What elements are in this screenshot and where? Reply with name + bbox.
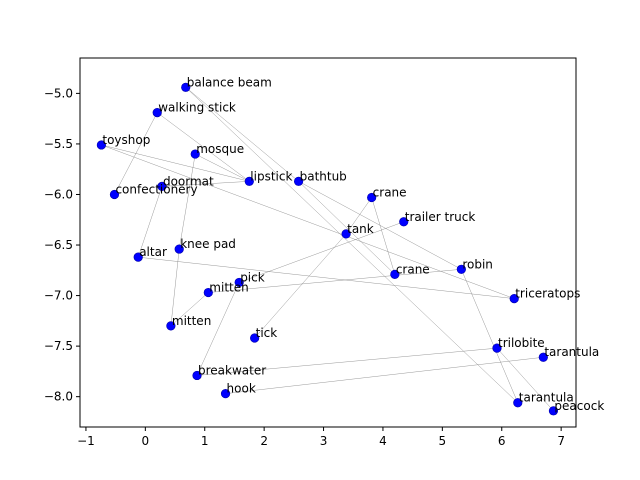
edge-line [239, 221, 404, 283]
point-label: balance beam [187, 75, 272, 89]
edge-line [170, 292, 209, 327]
data-point [96, 140, 106, 150]
data-point [456, 264, 466, 274]
y-tick-label: −5.0 [44, 86, 73, 100]
x-tick-label: 2 [260, 434, 268, 448]
data-point [133, 252, 143, 262]
edge-line [371, 197, 396, 275]
data-point [152, 107, 162, 118]
x-tick-label: 0 [142, 434, 150, 448]
point-label: robin [462, 257, 493, 271]
data-point [192, 370, 202, 381]
y-tick-label: −6.5 [44, 238, 73, 252]
data-point [492, 343, 502, 353]
point-label: tarantula [519, 391, 574, 405]
data-point [244, 176, 254, 186]
point-label: crane [396, 262, 430, 276]
x-tick-label: 6 [498, 434, 506, 448]
point-label: bathtub [300, 169, 347, 183]
point-label: tick [256, 326, 278, 340]
data-point [250, 333, 260, 343]
data-point [220, 389, 231, 399]
edge-line [225, 356, 544, 394]
data-point [548, 406, 559, 416]
data-point [157, 181, 167, 191]
data-point [293, 176, 304, 186]
point-label: crane [373, 186, 407, 200]
point-label: mitten [172, 314, 211, 328]
edge-line [208, 269, 462, 293]
point-label: toyshop [102, 133, 150, 147]
data-point [538, 352, 548, 362]
point-label: lipstick [250, 169, 292, 183]
y-tick-label: −7.0 [44, 289, 73, 303]
edges-layer [101, 87, 554, 411]
edge-line [157, 112, 250, 182]
data-point [181, 82, 191, 92]
edge-line [185, 87, 299, 182]
points-layer [96, 82, 559, 416]
point-label: breakwater [198, 363, 266, 377]
edge-line [298, 181, 396, 275]
edge-line [137, 186, 163, 258]
x-tick-label: −1 [77, 434, 95, 448]
point-label: walking stick [158, 101, 236, 115]
point-label: mitten [209, 281, 248, 295]
y-tick-label: −8.0 [44, 390, 73, 404]
x-axis: −1 0 1 2 3 4 5 6 7 [77, 427, 565, 448]
y-tick-label: −5.5 [44, 137, 73, 151]
y-tick-label: −7.5 [44, 339, 73, 353]
x-tick-label: 5 [439, 434, 447, 448]
point-label: pick [240, 270, 265, 284]
edge-line [178, 153, 196, 250]
edge-line [138, 256, 515, 299]
point-label: trilobite [498, 336, 545, 350]
point-label: triceratops [515, 287, 580, 301]
edge-line [185, 87, 518, 403]
x-tick-label: 1 [201, 434, 209, 448]
data-point [166, 321, 176, 331]
plot-area-frame [79, 57, 577, 428]
edge-line [345, 197, 372, 235]
point-label: tarantula [544, 345, 599, 359]
data-point [513, 398, 523, 408]
edge-line [196, 347, 498, 376]
y-tick-label: −6.0 [44, 187, 73, 201]
edge-line [170, 249, 180, 326]
data-point [390, 269, 400, 279]
point-label: hook [227, 382, 256, 396]
edge-line [195, 153, 250, 182]
point-label: tank [347, 222, 374, 236]
data-point [203, 287, 213, 298]
x-tick-label: 3 [320, 434, 328, 448]
edge-line [161, 181, 250, 187]
data-point [174, 244, 184, 254]
data-point [234, 277, 244, 288]
point-label: confectionery [115, 182, 197, 196]
point-label: peacock [554, 399, 604, 413]
labels-layer: balance beam walking stick toyshop mosque do… [102, 75, 604, 413]
edge-line [254, 233, 347, 339]
data-point [109, 189, 120, 200]
data-point [509, 294, 519, 304]
edge-line [101, 144, 515, 299]
edge-line [196, 282, 240, 376]
data-point [190, 149, 200, 159]
edge-line [496, 347, 554, 411]
x-tick-label: 4 [379, 434, 387, 448]
point-label: mosque [196, 142, 244, 156]
data-point [367, 192, 377, 203]
data-point [341, 229, 351, 239]
edge-line [101, 144, 250, 182]
edge-line [461, 269, 519, 403]
point-label: trailer truck [405, 210, 476, 224]
data-point [399, 217, 409, 227]
point-label: doormat [163, 174, 214, 188]
point-label: knee pad [180, 237, 236, 251]
x-tick-label: 7 [557, 434, 565, 448]
point-label: altar [139, 245, 167, 259]
y-axis: −8.0 −7.5 −7.0 −6.5 −6.0 −5.5 −5.0 [44, 86, 80, 404]
